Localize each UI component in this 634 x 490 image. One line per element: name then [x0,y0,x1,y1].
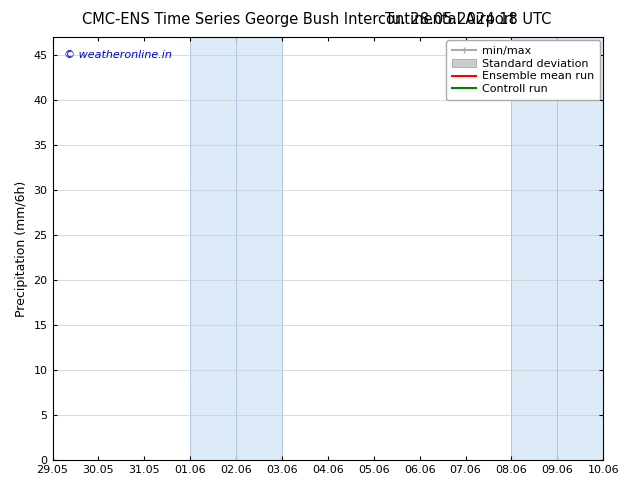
Bar [190,37,282,460]
Text: Tu. 28.05.2024 18 UTC: Tu. 28.05.2024 18 UTC [385,12,552,27]
Text: CMC-ENS Time Series George Bush Intercontinental Airport: CMC-ENS Time Series George Bush Intercon… [82,12,516,27]
Legend: min/max, Standard deviation, Ensemble mean run, Controll run: min/max, Standard deviation, Ensemble me… [446,40,600,100]
Bar [512,37,603,460]
Text: © weatheronline.in: © weatheronline.in [63,50,171,60]
Y-axis label: Precipitation (mm/6h): Precipitation (mm/6h) [15,180,28,317]
